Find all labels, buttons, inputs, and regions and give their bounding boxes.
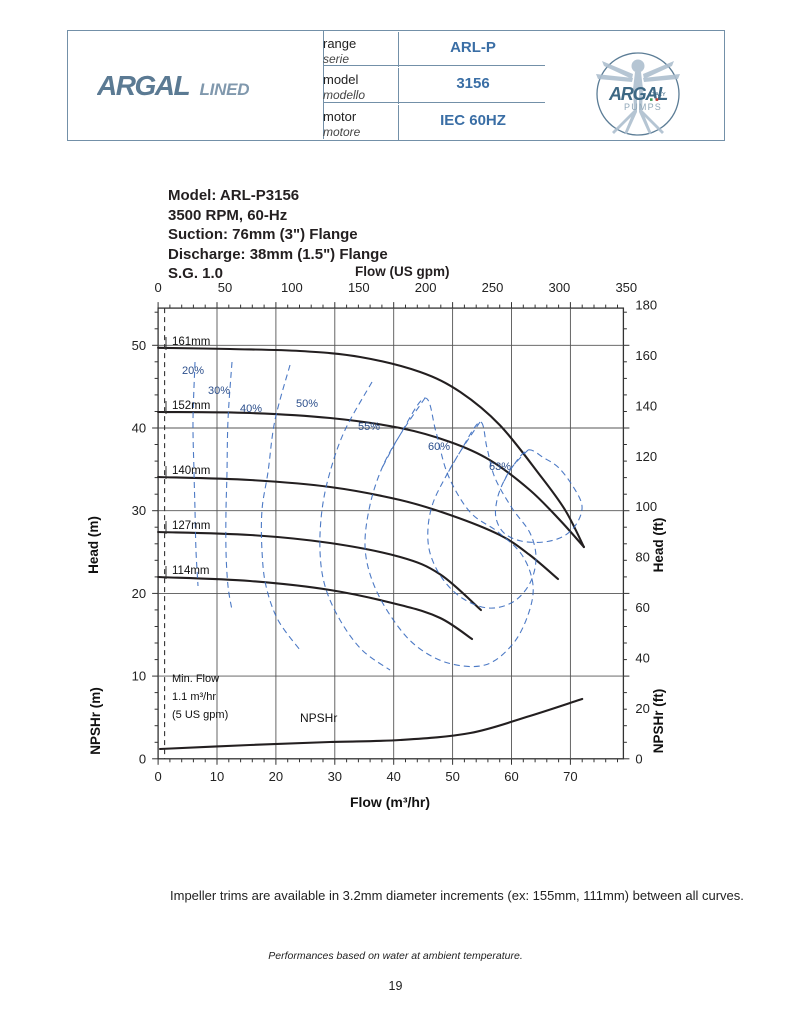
svg-text:100: 100 <box>281 280 303 295</box>
svg-text:60: 60 <box>504 769 518 784</box>
svg-text:140mm: 140mm <box>172 465 210 477</box>
svg-text:114mm: 114mm <box>172 565 210 577</box>
svg-text:Head (ft): Head (ft) <box>651 518 666 573</box>
svg-text:350: 350 <box>615 280 637 295</box>
svg-text:161mm: 161mm <box>172 336 210 348</box>
svg-text:Flow (m³/hr): Flow (m³/hr) <box>350 794 430 810</box>
svg-text:0: 0 <box>139 751 146 766</box>
svg-text:60%: 60% <box>428 441 450 453</box>
svg-text:100: 100 <box>635 499 657 514</box>
svg-text:200: 200 <box>415 280 437 295</box>
svg-text:20: 20 <box>635 701 649 716</box>
svg-text:(5 US gpm): (5 US gpm) <box>172 709 228 721</box>
svg-text:30: 30 <box>132 503 146 518</box>
svg-text:50%: 50% <box>296 398 318 410</box>
svg-text:50: 50 <box>218 280 232 295</box>
svg-text:127mm: 127mm <box>172 520 210 532</box>
svg-text:50: 50 <box>445 769 459 784</box>
svg-text:40: 40 <box>132 421 146 436</box>
svg-text:50: 50 <box>132 338 146 353</box>
svg-text:152mm: 152mm <box>172 400 210 412</box>
svg-text:40: 40 <box>386 769 400 784</box>
svg-text:1.1 m³/hr: 1.1 m³/hr <box>172 691 216 703</box>
svg-text:20: 20 <box>269 769 283 784</box>
svg-text:70: 70 <box>563 769 577 784</box>
svg-text:0: 0 <box>154 769 161 784</box>
svg-text:NPSHr (ft): NPSHr (ft) <box>651 689 666 754</box>
svg-text:10: 10 <box>210 769 224 784</box>
svg-text:150: 150 <box>348 280 370 295</box>
svg-text:Head (m): Head (m) <box>86 516 101 574</box>
svg-text:160: 160 <box>635 348 657 363</box>
svg-text:Min. Flow: Min. Flow <box>172 673 219 685</box>
svg-text:120: 120 <box>635 449 657 464</box>
svg-text:20: 20 <box>132 586 146 601</box>
svg-text:60: 60 <box>635 600 649 615</box>
svg-text:250: 250 <box>482 280 504 295</box>
svg-text:20%: 20% <box>182 365 204 377</box>
svg-text:300: 300 <box>549 280 571 295</box>
svg-text:80: 80 <box>635 550 649 565</box>
svg-text:63%: 63% <box>489 461 511 473</box>
svg-text:40%: 40% <box>240 403 262 415</box>
svg-text:40: 40 <box>635 651 649 666</box>
svg-text:180: 180 <box>635 298 657 313</box>
svg-text:NPSHr (m): NPSHr (m) <box>88 687 103 755</box>
svg-text:30: 30 <box>328 769 342 784</box>
svg-text:NPSHr: NPSHr <box>300 711 337 725</box>
svg-text:0: 0 <box>154 280 161 295</box>
svg-text:10: 10 <box>132 669 146 684</box>
svg-text:55%: 55% <box>358 421 380 433</box>
svg-text:30%: 30% <box>208 385 230 397</box>
svg-text:0: 0 <box>635 751 642 766</box>
svg-text:140: 140 <box>635 398 657 413</box>
